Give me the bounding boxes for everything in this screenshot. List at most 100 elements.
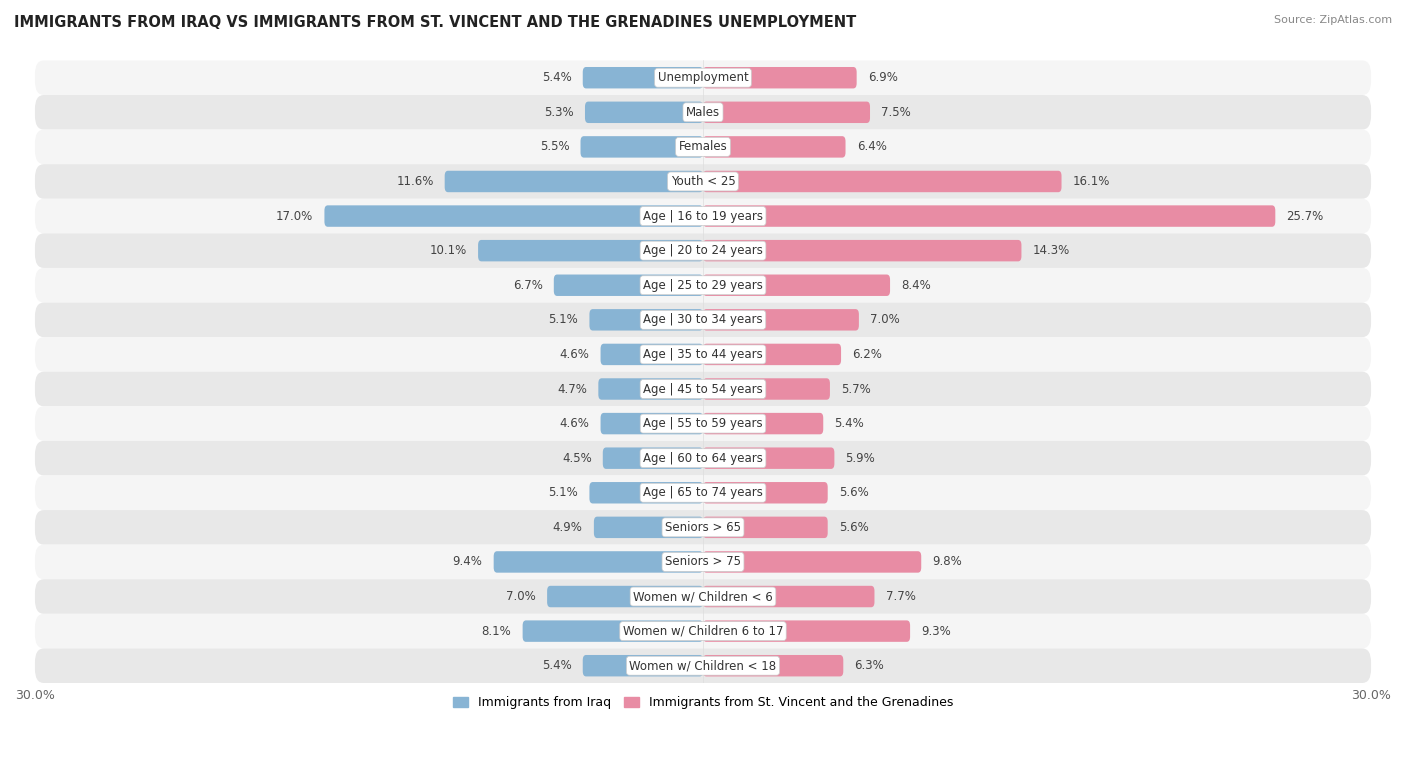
Text: 4.6%: 4.6% (560, 348, 589, 361)
FancyBboxPatch shape (35, 649, 1371, 683)
FancyBboxPatch shape (703, 413, 824, 435)
FancyBboxPatch shape (703, 516, 828, 538)
Text: 6.4%: 6.4% (856, 140, 887, 154)
FancyBboxPatch shape (703, 482, 828, 503)
FancyBboxPatch shape (35, 510, 1371, 544)
Text: Age | 45 to 54 years: Age | 45 to 54 years (643, 382, 763, 395)
FancyBboxPatch shape (703, 136, 845, 157)
Text: 9.4%: 9.4% (453, 556, 482, 569)
FancyBboxPatch shape (547, 586, 703, 607)
FancyBboxPatch shape (589, 482, 703, 503)
FancyBboxPatch shape (35, 303, 1371, 337)
FancyBboxPatch shape (703, 344, 841, 365)
FancyBboxPatch shape (325, 205, 703, 227)
Text: Age | 20 to 24 years: Age | 20 to 24 years (643, 245, 763, 257)
Text: 6.7%: 6.7% (513, 279, 543, 291)
Text: 4.9%: 4.9% (553, 521, 582, 534)
FancyBboxPatch shape (703, 586, 875, 607)
Text: Females: Females (679, 140, 727, 154)
Text: Women w/ Children 6 to 17: Women w/ Children 6 to 17 (623, 625, 783, 637)
Text: 7.5%: 7.5% (882, 106, 911, 119)
FancyBboxPatch shape (35, 441, 1371, 475)
Text: 5.9%: 5.9% (845, 452, 876, 465)
Text: Age | 30 to 34 years: Age | 30 to 34 years (643, 313, 763, 326)
FancyBboxPatch shape (35, 614, 1371, 649)
Text: Males: Males (686, 106, 720, 119)
Text: Source: ZipAtlas.com: Source: ZipAtlas.com (1274, 15, 1392, 25)
Text: 14.3%: 14.3% (1032, 245, 1070, 257)
FancyBboxPatch shape (478, 240, 703, 261)
Text: 7.0%: 7.0% (506, 590, 536, 603)
Text: 5.3%: 5.3% (544, 106, 574, 119)
FancyBboxPatch shape (35, 268, 1371, 303)
Text: 5.4%: 5.4% (541, 71, 572, 84)
Legend: Immigrants from Iraq, Immigrants from St. Vincent and the Grenadines: Immigrants from Iraq, Immigrants from St… (449, 691, 957, 714)
Text: Age | 35 to 44 years: Age | 35 to 44 years (643, 348, 763, 361)
Text: Women w/ Children < 6: Women w/ Children < 6 (633, 590, 773, 603)
FancyBboxPatch shape (703, 447, 834, 469)
FancyBboxPatch shape (582, 67, 703, 89)
FancyBboxPatch shape (35, 61, 1371, 95)
FancyBboxPatch shape (703, 101, 870, 123)
FancyBboxPatch shape (35, 337, 1371, 372)
FancyBboxPatch shape (600, 344, 703, 365)
FancyBboxPatch shape (703, 240, 1021, 261)
Text: Seniors > 65: Seniors > 65 (665, 521, 741, 534)
Text: Unemployment: Unemployment (658, 71, 748, 84)
FancyBboxPatch shape (35, 579, 1371, 614)
Text: 5.1%: 5.1% (548, 486, 578, 500)
Text: IMMIGRANTS FROM IRAQ VS IMMIGRANTS FROM ST. VINCENT AND THE GRENADINES UNEMPLOYM: IMMIGRANTS FROM IRAQ VS IMMIGRANTS FROM … (14, 15, 856, 30)
Text: Seniors > 75: Seniors > 75 (665, 556, 741, 569)
FancyBboxPatch shape (582, 655, 703, 677)
Text: Age | 55 to 59 years: Age | 55 to 59 years (643, 417, 763, 430)
FancyBboxPatch shape (444, 171, 703, 192)
FancyBboxPatch shape (603, 447, 703, 469)
FancyBboxPatch shape (35, 164, 1371, 199)
FancyBboxPatch shape (589, 309, 703, 331)
Text: Age | 65 to 74 years: Age | 65 to 74 years (643, 486, 763, 500)
Text: 9.3%: 9.3% (921, 625, 950, 637)
FancyBboxPatch shape (593, 516, 703, 538)
FancyBboxPatch shape (35, 372, 1371, 407)
Text: Women w/ Children < 18: Women w/ Children < 18 (630, 659, 776, 672)
Text: 6.9%: 6.9% (868, 71, 897, 84)
Text: 5.4%: 5.4% (541, 659, 572, 672)
Text: 5.6%: 5.6% (839, 521, 869, 534)
FancyBboxPatch shape (523, 621, 703, 642)
FancyBboxPatch shape (703, 67, 856, 89)
Text: 8.1%: 8.1% (482, 625, 512, 637)
FancyBboxPatch shape (35, 95, 1371, 129)
FancyBboxPatch shape (703, 171, 1062, 192)
FancyBboxPatch shape (35, 407, 1371, 441)
FancyBboxPatch shape (599, 378, 703, 400)
Text: 11.6%: 11.6% (396, 175, 433, 188)
Text: Age | 60 to 64 years: Age | 60 to 64 years (643, 452, 763, 465)
Text: 5.4%: 5.4% (834, 417, 865, 430)
FancyBboxPatch shape (554, 275, 703, 296)
FancyBboxPatch shape (35, 475, 1371, 510)
FancyBboxPatch shape (585, 101, 703, 123)
Text: 4.7%: 4.7% (557, 382, 588, 395)
Text: Age | 25 to 29 years: Age | 25 to 29 years (643, 279, 763, 291)
Text: 5.1%: 5.1% (548, 313, 578, 326)
FancyBboxPatch shape (35, 233, 1371, 268)
FancyBboxPatch shape (703, 205, 1275, 227)
Text: 6.3%: 6.3% (855, 659, 884, 672)
FancyBboxPatch shape (494, 551, 703, 572)
Text: 17.0%: 17.0% (276, 210, 314, 223)
Text: Youth < 25: Youth < 25 (671, 175, 735, 188)
Text: 8.4%: 8.4% (901, 279, 931, 291)
FancyBboxPatch shape (703, 309, 859, 331)
Text: 5.5%: 5.5% (540, 140, 569, 154)
FancyBboxPatch shape (703, 378, 830, 400)
Text: 6.2%: 6.2% (852, 348, 882, 361)
Text: 25.7%: 25.7% (1286, 210, 1323, 223)
FancyBboxPatch shape (35, 129, 1371, 164)
Text: 9.8%: 9.8% (932, 556, 962, 569)
FancyBboxPatch shape (600, 413, 703, 435)
Text: 4.6%: 4.6% (560, 417, 589, 430)
FancyBboxPatch shape (703, 621, 910, 642)
FancyBboxPatch shape (703, 551, 921, 572)
Text: 4.5%: 4.5% (562, 452, 592, 465)
FancyBboxPatch shape (35, 199, 1371, 233)
